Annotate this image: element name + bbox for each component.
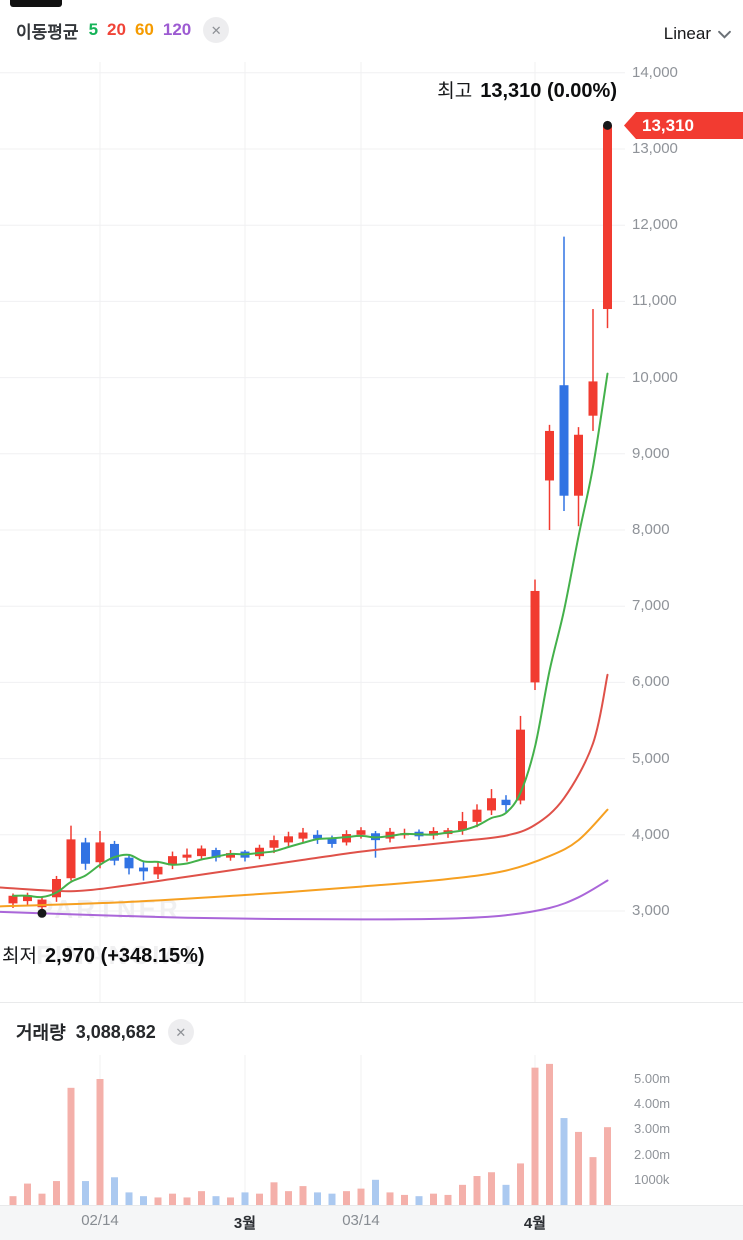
volume-close-button[interactable]: ✕ bbox=[167, 1019, 194, 1045]
current-price-value: 13,310 bbox=[642, 115, 694, 135]
x-axis-label: 03/14 bbox=[342, 1212, 380, 1229]
price-axis-label: 7,000 bbox=[632, 597, 670, 615]
price-axis-label: 14,000 bbox=[632, 63, 678, 81]
x-axis-label: 02/14 bbox=[81, 1212, 119, 1229]
time-axis-strip bbox=[0, 1205, 743, 1240]
price-axis-label: 3,000 bbox=[632, 902, 670, 919]
close-icon: ✕ bbox=[175, 1024, 187, 1040]
current-price-badge: 13,310 bbox=[624, 112, 743, 139]
scale-selector-label: Linear bbox=[663, 24, 711, 43]
volume-axis-label: 4.00m bbox=[634, 1096, 671, 1112]
price-axis-label: 4,000 bbox=[632, 825, 670, 843]
volume-axis-label: 5.00m bbox=[634, 1071, 671, 1086]
watermark-line1: PARTNER bbox=[36, 894, 181, 924]
moving-average-legend: 이동평균 5 20 60 120 ✕ bbox=[16, 17, 230, 43]
volume-axis-label: 1000k bbox=[634, 1171, 670, 1187]
price-axis-label: 10,000 bbox=[632, 368, 678, 386]
volume-axis-label: 2.00m bbox=[634, 1146, 671, 1162]
price-axis-label: 13,000 bbox=[632, 140, 678, 157]
top-left-black-bar bbox=[10, 0, 62, 7]
ma-period-120: 120 bbox=[162, 20, 192, 39]
price-axis-label: 8,000 bbox=[632, 521, 670, 538]
volume-header: 거래량 3,088,682 ✕ bbox=[16, 1019, 194, 1045]
close-icon: ✕ bbox=[210, 22, 222, 38]
low-value: 2,970 (+348.15%) bbox=[44, 945, 205, 967]
low-annotation: 최저 2,970 (+348.15%) bbox=[2, 941, 205, 968]
price-axis-label: 11,000 bbox=[632, 292, 677, 310]
ma-period-60: 60 bbox=[134, 20, 154, 39]
price-axis-label: 6,000 bbox=[632, 673, 670, 691]
panel-divider bbox=[0, 1002, 743, 1003]
ma-period-20: 20 bbox=[107, 20, 126, 39]
price-axis-label: 9,000 bbox=[632, 444, 670, 462]
scale-selector[interactable]: Linear bbox=[664, 24, 731, 44]
high-value: 13,310 (0.00%) bbox=[480, 80, 617, 102]
legend-close-button[interactable]: ✕ bbox=[203, 17, 230, 43]
volume-value: 3,088,682 bbox=[75, 1021, 156, 1042]
volume-axis-label: 3.00m bbox=[634, 1121, 671, 1137]
price-axis-label: 5,000 bbox=[632, 749, 670, 767]
volume-title: 거래량 bbox=[16, 1023, 66, 1043]
x-axis-label: 3월 bbox=[233, 1215, 257, 1232]
high-label: 최고 bbox=[437, 81, 473, 102]
legend-title: 이동평균 bbox=[16, 22, 79, 42]
price-axis-label: 12,000 bbox=[632, 216, 678, 234]
watermark: PARTNER FINANCIAL bbox=[36, 886, 203, 978]
ma-period-5: 5 bbox=[88, 20, 99, 39]
low-label: 최저 bbox=[2, 946, 37, 967]
x-axis-label: 4월 bbox=[523, 1215, 547, 1232]
ma-periods: 5 20 60 120 bbox=[89, 20, 192, 40]
watermark-line2: FINANCIAL bbox=[36, 940, 204, 970]
high-annotation: 최고 13,310 (0.00%) bbox=[437, 76, 617, 103]
chevron-down-icon bbox=[718, 30, 731, 39]
